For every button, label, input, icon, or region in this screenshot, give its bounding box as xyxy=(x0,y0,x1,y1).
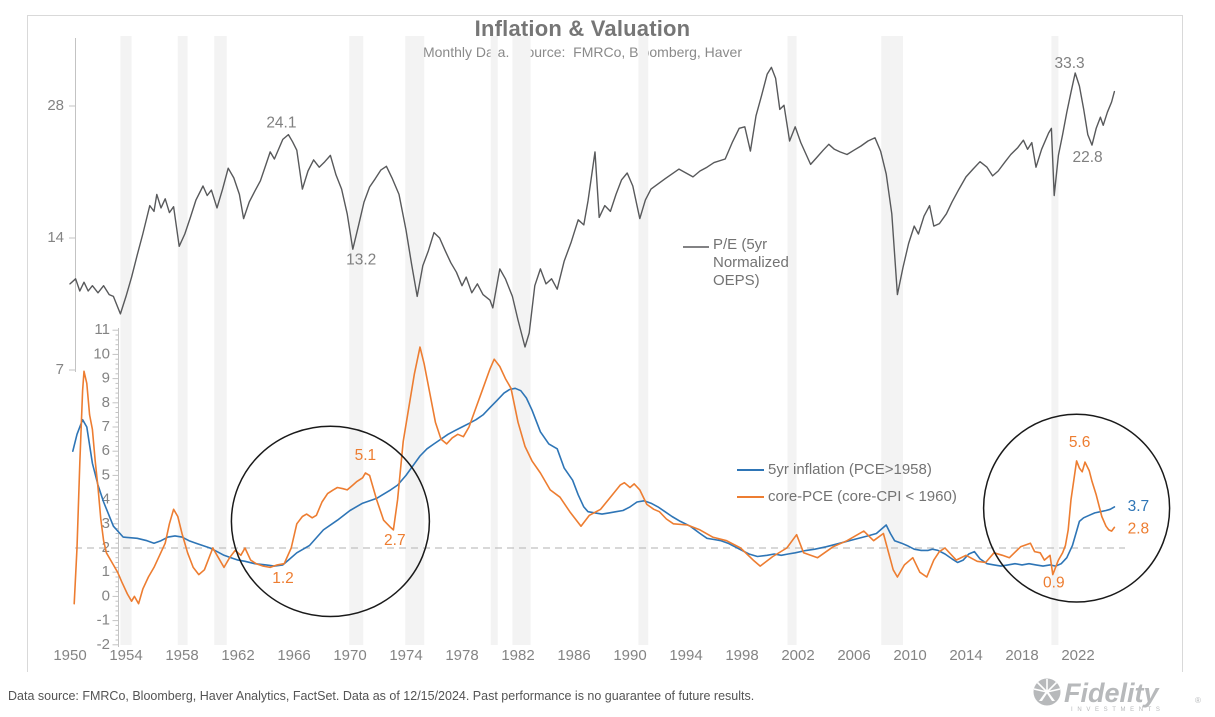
recession-band xyxy=(881,36,903,645)
x-axis-label: 2022 xyxy=(1061,647,1094,664)
x-axis-label: 1982 xyxy=(501,647,534,664)
x-axis-label: 2010 xyxy=(893,647,926,664)
x-axis-label: 2014 xyxy=(949,647,982,664)
inflation-axis-label: 0 xyxy=(102,587,110,604)
value-annotation: 24.1 xyxy=(266,115,296,132)
value-annotation: 33.3 xyxy=(1055,55,1085,72)
pe-series-line xyxy=(69,66,1116,348)
inflation-legend-label: 5yr inflation (PCE>1958) xyxy=(768,461,932,478)
value-annotation: 5.1 xyxy=(355,447,377,464)
footer-disclaimer: Data source: FMRCo, Bloomberg, Haver Ana… xyxy=(8,689,755,703)
fidelity-investments-text: I N V E S T M E N T S xyxy=(1071,707,1161,713)
x-axis-label: 1994 xyxy=(669,647,702,664)
value-annotation: 5.6 xyxy=(1069,434,1091,451)
recession-band xyxy=(177,36,188,645)
recession-band xyxy=(512,36,531,645)
pe-axis-label: 7 xyxy=(56,361,64,378)
x-axis-label: 1954 xyxy=(109,647,142,664)
recession-band xyxy=(120,36,132,645)
fidelity-pyramid-icon xyxy=(1033,678,1061,706)
x-axis-label: 1998 xyxy=(725,647,758,664)
recession-band xyxy=(405,36,425,645)
annotations: 24.1 13.2 33.3 22.8 5.1 2.7 1.2 5.6 3.7 2.8 0.9 xyxy=(266,55,1149,592)
inflation-axis-label: -1 xyxy=(97,612,110,629)
inflation-axis-label: 10 xyxy=(93,345,110,362)
x-axis-label: 1986 xyxy=(557,647,590,664)
axes: 2814711109876543210-1-219501954195819621… xyxy=(47,38,1095,664)
page-title: Inflation & Valuation xyxy=(474,16,691,41)
inflation-axis-label: 5 xyxy=(102,466,110,483)
x-axis-label: 1962 xyxy=(221,647,254,664)
inflation-axis-label: 6 xyxy=(102,442,110,459)
value-annotation: 2.7 xyxy=(384,532,406,549)
recession-bands xyxy=(120,36,1059,645)
recession-band xyxy=(490,36,498,645)
inflation-axis-label: 7 xyxy=(102,418,110,435)
legends: P/E (5yr Normalized OEPS) 5yr inflation (PC… xyxy=(683,236,957,505)
highlight-circle xyxy=(230,425,431,618)
inflation-axis-label: 4 xyxy=(102,491,110,508)
pe-axis-label: 28 xyxy=(47,97,64,114)
recession-band xyxy=(1051,36,1059,645)
inflation-axis-label: 8 xyxy=(102,394,110,411)
inflation-axis-label: 1 xyxy=(102,563,110,580)
inflation-axis-label: -2 xyxy=(97,636,110,653)
core-pce-legend-label: core-PCE (core-CPI < 1960) xyxy=(768,488,957,505)
x-axis-label: 1978 xyxy=(445,647,478,664)
inflation-axis-label: 3 xyxy=(102,515,110,532)
highlight-circle xyxy=(982,413,1171,603)
recession-band xyxy=(214,36,227,645)
value-annotation: 0.9 xyxy=(1043,575,1065,592)
x-axis-label: 1970 xyxy=(333,647,366,664)
highlight-circles xyxy=(230,413,1171,618)
data-series xyxy=(69,66,1116,605)
inflation-series-line xyxy=(72,387,1116,567)
inflation-axis-label: 9 xyxy=(102,370,110,387)
x-axis-label: 2006 xyxy=(837,647,870,664)
value-annotation: 3.7 xyxy=(1128,498,1150,515)
core-pce-series-line xyxy=(73,346,1116,605)
fidelity-reg-mark: ® xyxy=(1195,696,1201,705)
pe-axis-label: 14 xyxy=(47,229,64,246)
plot-border xyxy=(27,15,1183,672)
x-axis-label: 1974 xyxy=(389,647,422,664)
recession-band xyxy=(787,36,797,645)
plot-border-rect xyxy=(27,15,1183,672)
recession-band xyxy=(638,36,649,645)
x-axis-label: 1990 xyxy=(613,647,646,664)
value-annotation: 13.2 xyxy=(346,251,376,268)
recession-band xyxy=(349,36,364,645)
fidelity-wordmark: Fidelity xyxy=(1064,678,1160,708)
x-axis-label: 1958 xyxy=(165,647,198,664)
value-annotation: 22.8 xyxy=(1073,149,1103,166)
x-axis-label: 2002 xyxy=(781,647,814,664)
fidelity-logo: Fidelity ® I N V E S T M E N T S xyxy=(1033,678,1201,713)
value-annotation: 2.8 xyxy=(1128,521,1150,538)
x-axis-label: 2018 xyxy=(1005,647,1038,664)
x-axis-label: 1950 xyxy=(53,647,86,664)
chart-canvas: 2814711109876543210-1-219501954195819621… xyxy=(27,15,1183,672)
value-annotation: 1.2 xyxy=(272,570,294,587)
pe-legend-label: P/E (5yr Normalized OEPS) xyxy=(713,236,789,289)
x-axis-label: 1966 xyxy=(277,647,310,664)
inflation-axis-label: 11 xyxy=(94,321,110,338)
